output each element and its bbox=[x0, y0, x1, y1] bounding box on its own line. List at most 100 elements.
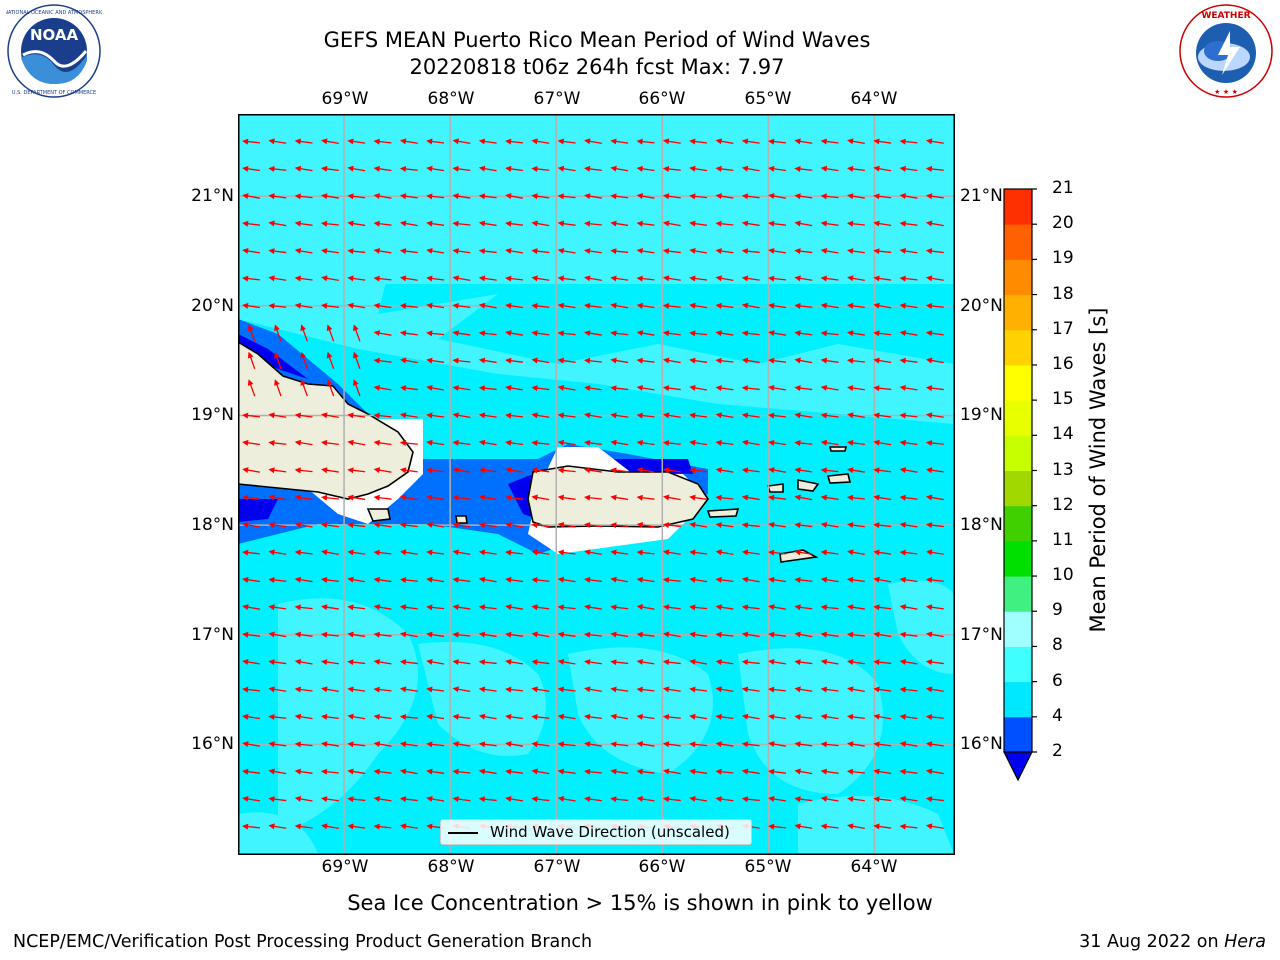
lat-tick-left: 20°N bbox=[191, 296, 234, 316]
wave-direction-arrowhead bbox=[531, 659, 538, 666]
wave-direction-arrowhead bbox=[715, 494, 722, 501]
wave-direction-arrowhead bbox=[610, 248, 617, 255]
wave-direction-arrowhead bbox=[715, 220, 722, 227]
wave-direction-arrowhead bbox=[610, 796, 617, 803]
wave-direction-arrowhead bbox=[478, 522, 486, 529]
wave-direction-arrowhead bbox=[899, 302, 906, 309]
wave-direction-arrowhead bbox=[715, 439, 722, 446]
wave-direction-arrowhead bbox=[689, 768, 696, 775]
wave-direction-arrowhead bbox=[846, 522, 854, 529]
wave-direction-arrowhead bbox=[820, 302, 828, 309]
wave-direction-arrowhead bbox=[899, 248, 907, 254]
wave-direction-arrowhead bbox=[452, 686, 459, 693]
wave-direction-arrowhead bbox=[531, 631, 538, 638]
wave-direction-arrowhead bbox=[925, 796, 933, 803]
wave-direction-arrowhead bbox=[347, 165, 354, 172]
wave-direction-arrowhead bbox=[662, 248, 670, 255]
colorbar-segment bbox=[1004, 540, 1032, 577]
wave-direction-arrowhead bbox=[899, 220, 906, 227]
wave-direction-arrowhead bbox=[294, 275, 301, 282]
wave-direction-arrowhead bbox=[873, 576, 880, 583]
wave-direction-arrowhead bbox=[399, 275, 407, 282]
wave-direction-arrowhead bbox=[794, 549, 801, 556]
wave-direction-arrowhead bbox=[583, 385, 591, 392]
wave-direction-arrowhead bbox=[531, 439, 538, 446]
colorbar-tick-label: 13 bbox=[1052, 459, 1074, 480]
wave-direction-arrowhead bbox=[268, 467, 275, 474]
lon-tick-bottom: 64°W bbox=[850, 857, 898, 877]
wave-direction-arrowhead bbox=[426, 631, 433, 638]
wave-direction-arrowhead bbox=[873, 467, 880, 474]
wave-direction-arrowhead bbox=[899, 823, 906, 830]
wave-direction-arrowhead bbox=[347, 412, 354, 419]
wave-direction-arrowhead bbox=[794, 330, 801, 337]
wave-direction-arrowhead bbox=[478, 248, 486, 255]
wave-direction-arrowhead bbox=[326, 351, 333, 359]
wave-direction-arrowhead bbox=[846, 659, 854, 666]
wave-direction-arrowhead bbox=[662, 768, 670, 775]
wave-direction-arrowhead bbox=[925, 275, 933, 282]
wave-direction-arrowhead bbox=[636, 193, 644, 200]
nws-logo: WEATHER ★ ★ ★ bbox=[1179, 4, 1273, 98]
wave-direction-arrowhead bbox=[741, 768, 749, 775]
wave-direction-arrowhead bbox=[925, 165, 933, 172]
colorbar-tick-label: 21 bbox=[1052, 178, 1074, 198]
wave-direction-arrowhead bbox=[636, 796, 644, 802]
colorbar-tick-label: 8 bbox=[1052, 635, 1063, 656]
wave-direction-arrowhead bbox=[610, 165, 617, 172]
wave-direction-arrowhead bbox=[531, 768, 538, 775]
wave-direction-arrowhead bbox=[399, 522, 407, 529]
wave-direction-arrowhead bbox=[636, 631, 643, 638]
wave-direction-arrowhead bbox=[557, 768, 565, 775]
wave-direction-arrowhead bbox=[531, 522, 538, 529]
wave-direction-arrowhead bbox=[294, 631, 302, 638]
wave-direction-arrowhead bbox=[557, 220, 565, 227]
wave-direction-arrowhead bbox=[426, 302, 433, 309]
wave-direction-arrowhead bbox=[426, 549, 433, 556]
wave-direction-arrowhead bbox=[689, 795, 696, 802]
wave-direction-arrowhead bbox=[583, 713, 591, 720]
colorbar-tick-label: 10 bbox=[1052, 565, 1074, 586]
wave-direction-arrowhead bbox=[452, 220, 459, 227]
wave-direction-arrowhead bbox=[610, 659, 617, 666]
wave-direction-arrowhead bbox=[268, 686, 275, 693]
wave-direction-arrowhead bbox=[925, 385, 933, 392]
wave-direction-arrowhead bbox=[820, 768, 828, 775]
wave-direction-arrowhead bbox=[847, 467, 854, 474]
wave-direction-arrowhead bbox=[689, 713, 696, 720]
colorbar-tick-label: 17 bbox=[1052, 318, 1074, 339]
wave-direction-arrowhead bbox=[294, 823, 301, 830]
lat-tick-right: 18°N bbox=[960, 515, 1003, 535]
colorbar-tick-label: 19 bbox=[1052, 248, 1074, 269]
wave-direction-arrowhead bbox=[373, 439, 380, 446]
wave-direction-arrowhead bbox=[768, 713, 775, 720]
wave-direction-arrowhead bbox=[242, 165, 249, 172]
wave-direction-arrowhead bbox=[531, 549, 538, 556]
wave-direction-arrowhead bbox=[636, 330, 644, 337]
wave-direction-arrowhead bbox=[426, 768, 433, 775]
wave-direction-arrowhead bbox=[584, 686, 591, 693]
wave-direction-arrowhead bbox=[584, 138, 591, 145]
wave-direction-arrowhead bbox=[294, 439, 302, 446]
wave-direction-arrowhead bbox=[820, 357, 828, 364]
wave-direction-arrowhead bbox=[505, 193, 512, 200]
wave-direction-arrowhead bbox=[478, 385, 486, 392]
wave-direction-arrowhead bbox=[242, 823, 249, 830]
wave-direction-arrowhead bbox=[768, 302, 775, 309]
wave-direction-arrowhead bbox=[294, 220, 302, 227]
wave-direction-arrowhead bbox=[794, 604, 801, 611]
legend-line-sample bbox=[448, 832, 478, 834]
wave-direction-arrowhead bbox=[584, 330, 591, 337]
wave-direction-arrowhead bbox=[715, 631, 722, 638]
wave-direction-arrowhead bbox=[353, 324, 359, 332]
wave-direction-arrowhead bbox=[557, 330, 564, 337]
wave-direction-arrowhead bbox=[399, 248, 407, 255]
wave-direction-arrowhead bbox=[662, 576, 670, 583]
wave-direction-arrowhead bbox=[820, 220, 828, 227]
wave-direction-arrowhead bbox=[610, 275, 617, 282]
wave-direction-arrowhead bbox=[610, 604, 617, 611]
wave-direction-arrowhead bbox=[347, 713, 354, 720]
wave-direction-arrowhead bbox=[741, 330, 749, 337]
wave-direction-arrowhead bbox=[925, 713, 933, 720]
wave-direction-arrowhead bbox=[741, 439, 749, 446]
